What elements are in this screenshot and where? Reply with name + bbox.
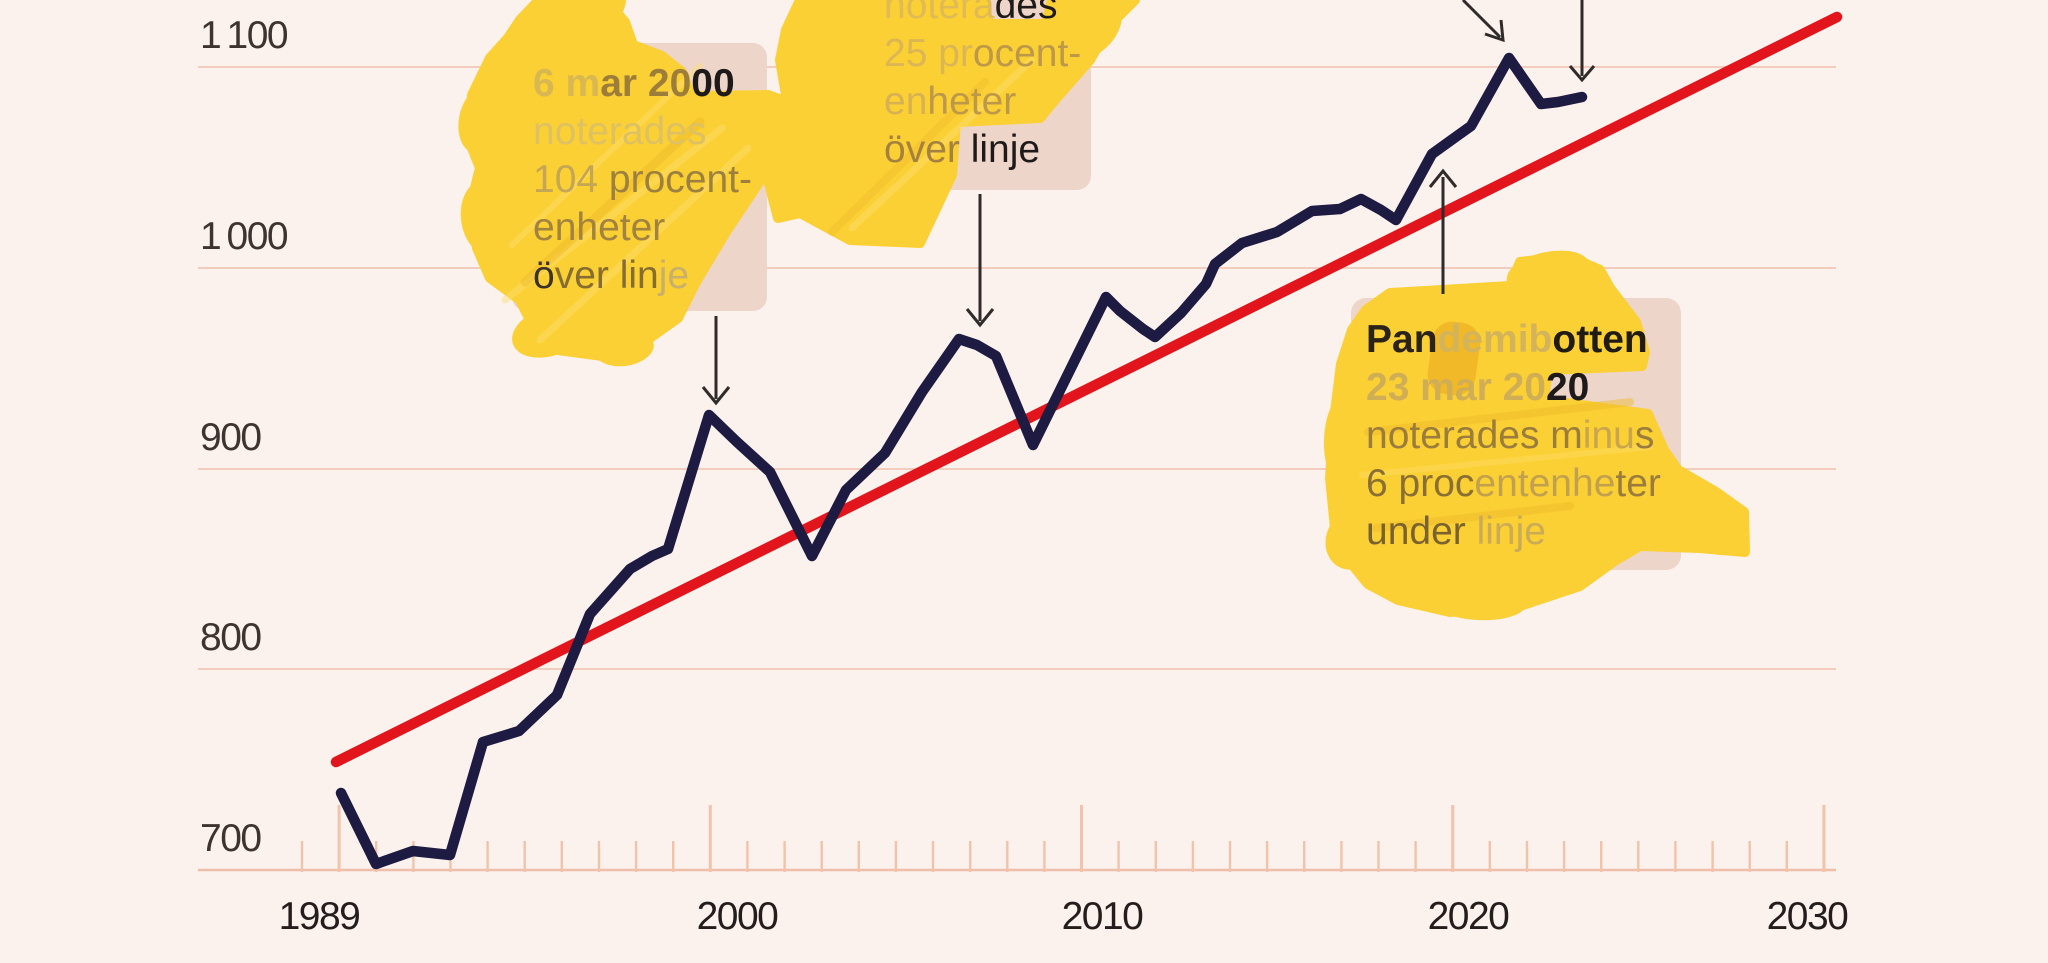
svg-text:enheter: enheter	[533, 206, 665, 249]
svg-text:6 mar 2000: 6 mar 2000	[533, 62, 735, 105]
svg-text:6 procentenheter: 6 procentenheter	[1366, 462, 1661, 505]
svg-text:noterades: noterades	[533, 110, 706, 153]
svg-text:1 100: 1 100	[200, 14, 288, 57]
svg-text:700: 700	[200, 817, 261, 860]
svg-text:900: 900	[200, 416, 261, 459]
svg-text:noterades minus: noterades minus	[1366, 414, 1654, 457]
svg-text:23 mar 2020: 23 mar 2020	[1366, 366, 1589, 409]
svg-text:under linje: under linje	[1366, 510, 1546, 553]
svg-text:noterades: noterades	[884, 0, 1057, 27]
svg-text:enheter: enheter	[884, 80, 1016, 123]
svg-text:104 procent-: 104 procent-	[533, 158, 752, 201]
svg-text:800: 800	[200, 616, 261, 659]
svg-text:1 000: 1 000	[200, 215, 288, 258]
svg-text:över linje: över linje	[533, 254, 689, 297]
svg-text:Pandemibotten: Pandemibotten	[1366, 318, 1648, 361]
svg-text:2010: 2010	[1062, 895, 1144, 938]
svg-text:över linje: över linje	[884, 128, 1040, 171]
svg-text:2000: 2000	[697, 895, 779, 938]
svg-text:25 procent-: 25 procent-	[884, 32, 1081, 75]
svg-text:1989: 1989	[279, 895, 360, 938]
svg-text:2030: 2030	[1767, 895, 1849, 938]
svg-text:2020: 2020	[1428, 895, 1510, 938]
